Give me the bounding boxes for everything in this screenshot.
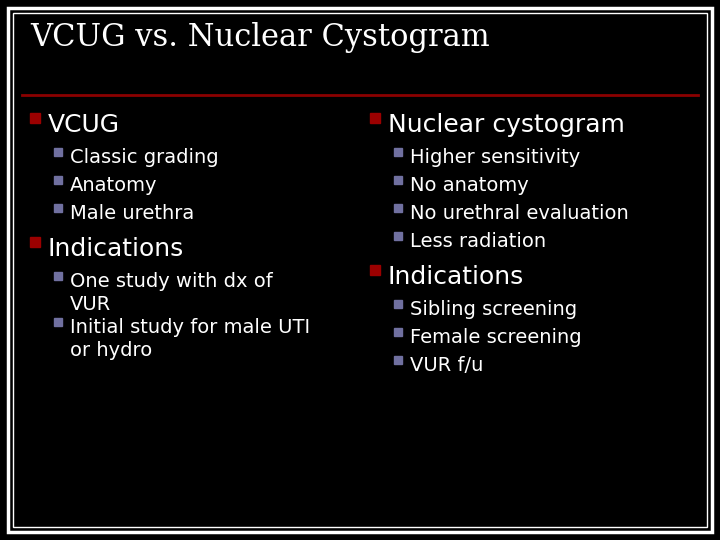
Text: Indications: Indications (388, 265, 524, 289)
Bar (394, 232, 402, 240)
Bar (54, 176, 62, 184)
Text: VCUG: VCUG (48, 113, 120, 137)
Text: VCUG vs. Nuclear Cystogram: VCUG vs. Nuclear Cystogram (30, 22, 490, 53)
Bar (30, 237, 40, 247)
Text: Higher sensitivity: Higher sensitivity (410, 148, 580, 167)
Text: Female screening: Female screening (410, 328, 582, 347)
Bar (54, 148, 62, 156)
Bar (54, 272, 62, 280)
Bar (394, 356, 402, 364)
Bar (394, 176, 402, 184)
Bar (394, 204, 402, 212)
Text: Indications: Indications (48, 237, 184, 261)
Bar (370, 265, 380, 275)
Text: Nuclear cystogram: Nuclear cystogram (388, 113, 625, 137)
Bar (370, 113, 380, 123)
Text: VUR f/u: VUR f/u (410, 356, 483, 375)
Bar (30, 113, 40, 123)
Text: No urethral evaluation: No urethral evaluation (410, 204, 629, 223)
Text: Less radiation: Less radiation (410, 232, 546, 251)
Text: Initial study for male UTI
or hydro: Initial study for male UTI or hydro (70, 318, 310, 361)
Text: No anatomy: No anatomy (410, 176, 528, 195)
Bar (394, 300, 402, 308)
Bar (54, 318, 62, 326)
Bar (54, 204, 62, 212)
Text: Classic grading: Classic grading (70, 148, 219, 167)
Text: Male urethra: Male urethra (70, 204, 194, 223)
Bar (394, 148, 402, 156)
Text: One study with dx of
VUR: One study with dx of VUR (70, 272, 273, 314)
Text: Sibling screening: Sibling screening (410, 300, 577, 319)
Text: Anatomy: Anatomy (70, 176, 158, 195)
Bar (394, 328, 402, 336)
